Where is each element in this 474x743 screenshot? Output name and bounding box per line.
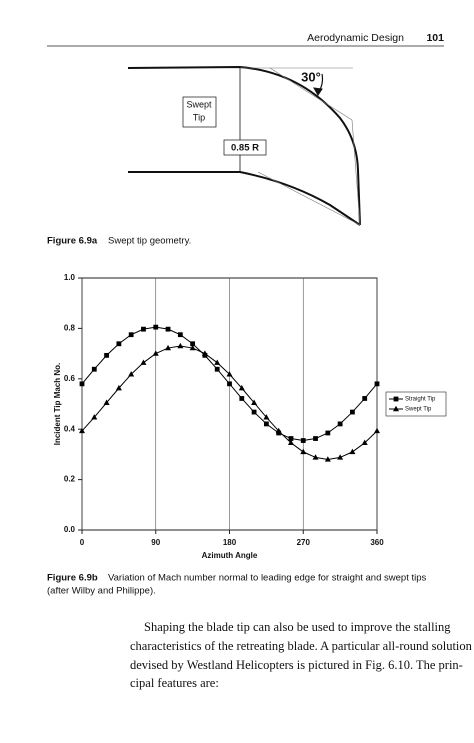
legend-box bbox=[385, 391, 447, 417]
angle-label: 30° bbox=[301, 69, 321, 84]
point bbox=[214, 359, 221, 365]
point bbox=[79, 427, 85, 434]
point bbox=[140, 359, 147, 365]
point bbox=[91, 366, 97, 372]
point bbox=[115, 384, 122, 391]
point bbox=[288, 436, 294, 441]
point bbox=[104, 352, 109, 358]
y-tick-label: 0.8 bbox=[64, 324, 76, 333]
point bbox=[350, 409, 355, 415]
point bbox=[238, 384, 245, 391]
figure-caption: Variation of Mach number normal to leadi… bbox=[108, 573, 427, 584]
point bbox=[337, 421, 343, 427]
body-line: characteristics of the retreating blade.… bbox=[130, 639, 473, 653]
body-line: cipal features are: bbox=[130, 676, 219, 690]
point bbox=[300, 448, 307, 455]
body-line: Shaping the blade tip can also be used t… bbox=[144, 620, 451, 634]
point bbox=[337, 454, 344, 460]
point bbox=[177, 332, 183, 338]
legend-marker bbox=[393, 405, 399, 412]
chart: 0 90 180 270 360 0.0 0.2 0.4 0.6 0.8 1.0 Azimuth An… bbox=[53, 273, 447, 560]
point bbox=[287, 439, 294, 446]
point bbox=[141, 326, 146, 332]
point bbox=[374, 427, 380, 434]
y-axis-label: Incident Tip Mach No. bbox=[53, 363, 62, 446]
legend-label: Straight Tip bbox=[405, 397, 436, 403]
point bbox=[128, 332, 134, 338]
x-tick-label: 360 bbox=[370, 538, 384, 547]
point bbox=[349, 448, 356, 455]
point bbox=[362, 396, 368, 401]
point bbox=[251, 399, 258, 405]
point bbox=[128, 371, 135, 377]
point bbox=[251, 409, 257, 415]
point bbox=[189, 344, 196, 351]
point bbox=[313, 436, 318, 441]
point bbox=[226, 371, 233, 377]
tip-label: Tip bbox=[193, 112, 205, 122]
running-head: Aerodynamic Design bbox=[307, 32, 404, 44]
point bbox=[263, 414, 270, 420]
x-tick-label: 0 bbox=[80, 538, 85, 547]
point bbox=[325, 430, 331, 436]
point bbox=[263, 421, 269, 427]
body-line: devised by Westland Helicopters is pictu… bbox=[130, 658, 463, 672]
page-number: 101 bbox=[426, 32, 444, 44]
point bbox=[361, 439, 368, 446]
point bbox=[153, 324, 159, 330]
point bbox=[275, 427, 282, 434]
legend-label: Swept Tip bbox=[405, 407, 432, 413]
x-axis-label: Azimuth Angle bbox=[202, 551, 258, 560]
x-tick-label: 90 bbox=[151, 538, 160, 547]
point bbox=[324, 456, 331, 462]
figure-caption: (after Wilby and Philippe). bbox=[47, 586, 156, 597]
point bbox=[165, 326, 171, 332]
point bbox=[214, 366, 220, 372]
point bbox=[152, 350, 159, 356]
point bbox=[227, 381, 232, 387]
figure-label: Figure 6.9a bbox=[47, 236, 98, 247]
point bbox=[177, 342, 184, 349]
point bbox=[190, 341, 196, 347]
x-tick-label: 180 bbox=[223, 538, 237, 547]
figure-label: Figure 6.9b bbox=[47, 573, 98, 584]
station-label: 0.85 R bbox=[231, 143, 259, 154]
y-tick-label: 0.4 bbox=[64, 424, 76, 433]
point bbox=[116, 341, 122, 347]
y-tick-label: 0.6 bbox=[64, 374, 76, 383]
figure-caption: Swept tip geometry. bbox=[108, 236, 191, 247]
point bbox=[201, 350, 208, 356]
tip-diagram bbox=[127, 65, 361, 226]
legend-marker bbox=[393, 396, 399, 402]
y-tick-label: 0.2 bbox=[64, 475, 76, 484]
x-tick-label: 270 bbox=[297, 538, 311, 547]
point bbox=[239, 396, 245, 401]
y-tick-label: 0.0 bbox=[64, 525, 76, 534]
y-tick-label: 1.0 bbox=[64, 273, 76, 282]
point bbox=[374, 381, 380, 387]
point bbox=[300, 438, 306, 443]
point bbox=[103, 399, 110, 405]
point bbox=[165, 344, 172, 351]
point bbox=[91, 414, 98, 420]
point bbox=[312, 454, 319, 460]
point bbox=[79, 381, 85, 387]
tip-label: Swept bbox=[186, 99, 212, 109]
